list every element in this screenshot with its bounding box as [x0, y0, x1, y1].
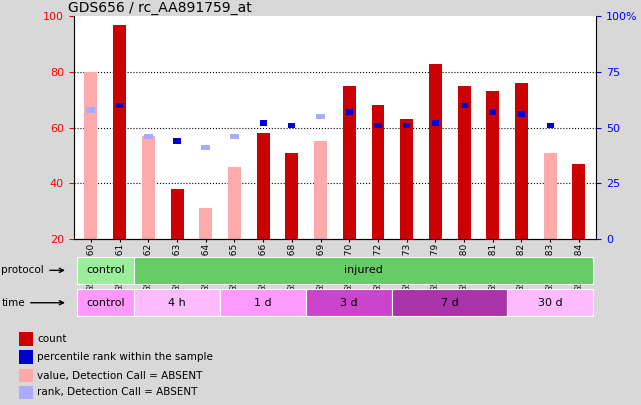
Text: GDS656 / rc_AA891759_at: GDS656 / rc_AA891759_at	[69, 1, 253, 15]
Bar	[487, 92, 499, 239]
Bar	[306, 289, 392, 316]
Text: 7 d: 7 d	[441, 298, 458, 308]
Bar	[460, 102, 468, 108]
Bar	[19, 386, 33, 399]
Text: rank, Detection Call = ABSENT: rank, Detection Call = ABSENT	[37, 388, 198, 397]
Bar	[458, 86, 470, 239]
Bar	[544, 153, 556, 239]
Text: time: time	[1, 298, 63, 308]
Bar	[547, 123, 554, 128]
Bar	[260, 120, 267, 126]
Text: percentile rank within the sample: percentile rank within the sample	[37, 352, 213, 362]
Bar	[285, 153, 298, 239]
Bar	[19, 332, 33, 345]
Bar	[316, 114, 325, 119]
Bar	[142, 136, 155, 239]
Bar	[288, 123, 296, 128]
Bar	[116, 102, 123, 108]
Bar	[76, 257, 134, 284]
Bar	[374, 123, 381, 128]
Text: protocol: protocol	[1, 265, 63, 275]
Bar	[429, 64, 442, 239]
Text: count: count	[37, 334, 67, 343]
Bar	[230, 134, 239, 139]
Bar	[85, 72, 97, 239]
Bar	[199, 208, 212, 239]
Bar	[228, 166, 241, 239]
Bar	[171, 189, 183, 239]
Bar	[343, 86, 356, 239]
Bar	[134, 257, 594, 284]
Bar	[134, 289, 220, 316]
Bar	[345, 109, 353, 115]
Text: value, Detection Call = ABSENT: value, Detection Call = ABSENT	[37, 371, 203, 381]
Text: injured: injured	[344, 265, 383, 275]
Bar	[19, 350, 33, 364]
Bar	[432, 120, 439, 126]
Bar	[144, 134, 153, 139]
Text: 4 h: 4 h	[168, 298, 186, 308]
Bar	[403, 123, 410, 128]
Bar	[19, 369, 33, 382]
Text: 1 d: 1 d	[254, 298, 272, 308]
Text: control: control	[86, 265, 124, 275]
Bar	[392, 289, 507, 316]
Text: control: control	[86, 298, 124, 308]
Text: 30 d: 30 d	[538, 298, 563, 308]
Bar	[507, 289, 594, 316]
Bar	[314, 141, 327, 239]
Bar	[220, 289, 306, 316]
Bar	[572, 164, 585, 239]
Bar	[372, 105, 385, 239]
Bar	[515, 83, 528, 239]
Bar	[174, 138, 181, 144]
Bar	[76, 289, 134, 316]
Text: 3 d: 3 d	[340, 298, 358, 308]
Bar	[113, 25, 126, 239]
Bar	[400, 119, 413, 239]
Bar	[201, 145, 210, 150]
Bar	[87, 107, 96, 113]
Bar	[518, 111, 525, 117]
Bar	[489, 109, 496, 115]
Bar	[256, 133, 270, 239]
